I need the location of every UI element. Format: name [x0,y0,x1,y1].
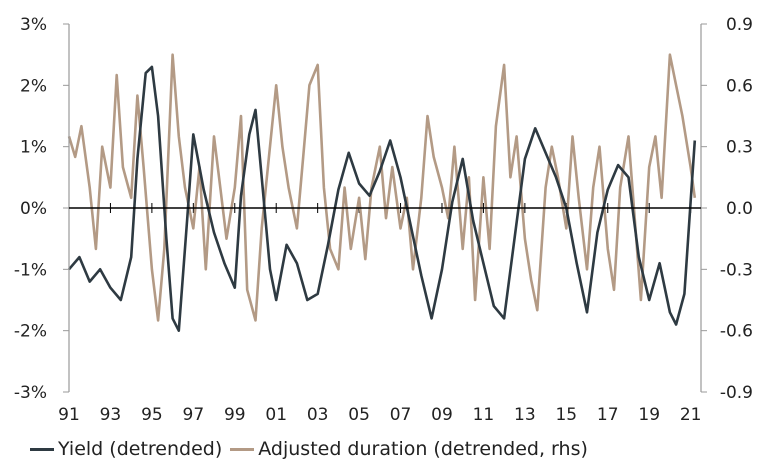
x-tick-label: 93 [100,405,122,425]
right-tick-label: 0.9 [726,15,753,35]
right-tick-label: 0.0 [726,199,753,219]
legend-item-duration: Adjusted duration (detrended, rhs) [230,438,588,460]
x-tick-label: 91 [58,405,80,425]
left-tick-label: -3% [14,383,47,403]
x-tick-label: 01 [265,405,287,425]
right-tick-label: 0.3 [726,138,753,158]
series-layer [67,53,697,333]
x-tick-label: 13 [514,405,536,425]
x-tick-label: 07 [390,405,412,425]
x-tick-label: 95 [141,405,163,425]
axes-layer [68,24,702,392]
legend-label-yield: Yield (detrended) [58,438,223,460]
series-line-0 [68,65,697,333]
right-tick-label: -0.6 [720,322,753,342]
legend-label-duration: Adjusted duration (detrended, rhs) [258,438,588,460]
right-tick-label: -0.9 [720,383,753,403]
left-tick-label: 3% [20,15,47,35]
right-tick-label: 0.6 [726,76,753,96]
left-tick-label: -2% [14,322,47,342]
x-tick-label: 97 [183,405,205,425]
x-tick-label: 99 [224,405,246,425]
x-tick-label: 19 [638,405,660,425]
left-tick-label: 0% [20,199,47,219]
x-tick-label: 15 [555,405,577,425]
left-tick-label: -1% [14,260,47,280]
legend-swatch-yield [30,447,54,451]
x-tick-label: 03 [307,405,329,425]
right-tick-label: -0.3 [720,260,753,280]
legend: Yield (detrended) Adjusted duration (det… [30,438,596,460]
right-axis-ticks: 0.9 0.6 0.3 0.0 -0.3 -0.6 -0.9 [701,15,753,403]
x-tick-label: 05 [348,405,370,425]
left-tick-label: 2% [20,76,47,96]
legend-swatch-duration [230,447,255,451]
left-tick-label: 1% [20,138,47,158]
x-tick-label: 09 [431,405,453,425]
series-line-1 [67,53,697,322]
x-axis-ticks: 91 93 95 97 99 01 03 05 07 09 11 13 15 17 19 21 [58,203,701,425]
x-tick-label: 11 [473,405,495,425]
x-tick-label: 21 [680,405,702,425]
x-tick-label: 17 [597,405,619,425]
left-axis-ticks: 3% 2% 1% 0% -1% -2% -3% [14,15,69,403]
legend-item-yield: Yield (detrended) [30,438,222,460]
